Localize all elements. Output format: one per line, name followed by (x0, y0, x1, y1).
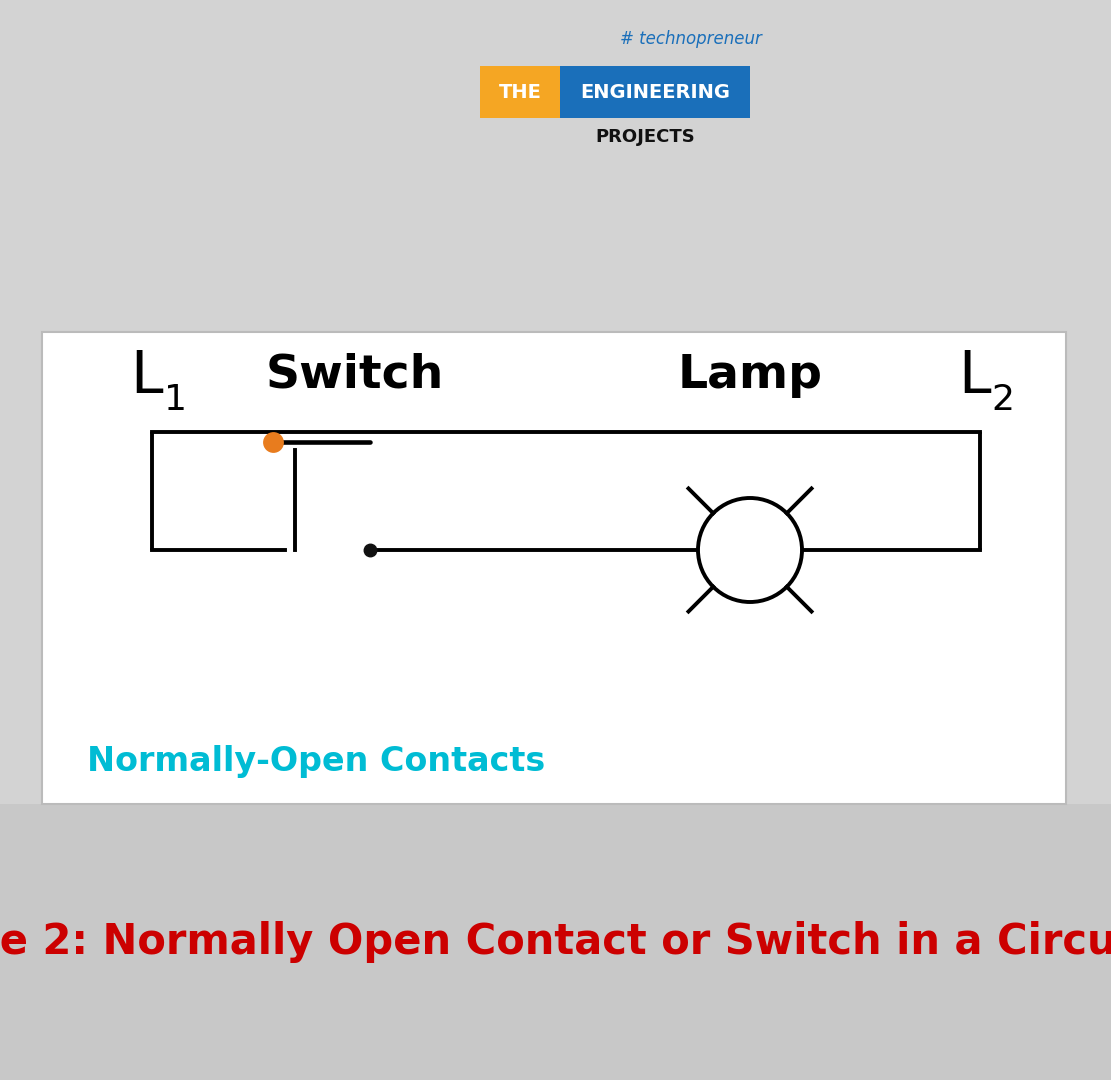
Text: Figure 2: Normally Open Contact or Switch in a Circuit [2]: Figure 2: Normally Open Contact or Switc… (0, 921, 1111, 963)
Bar (0, 804, 1111, 1080)
Text: $\mathrm{L}$: $\mathrm{L}$ (130, 349, 164, 405)
Bar (42, 332, 1065, 804)
Text: PROJECTS: PROJECTS (595, 129, 694, 146)
Text: THE: THE (499, 82, 541, 102)
Text: Normally-Open Contacts: Normally-Open Contacts (87, 745, 546, 779)
Circle shape (698, 498, 802, 602)
Text: $\mathregular{2}$: $\mathregular{2}$ (991, 383, 1013, 417)
Text: # technopreneur: # technopreneur (620, 30, 762, 48)
Text: $\mathregular{1}$: $\mathregular{1}$ (163, 383, 184, 417)
Bar (560, 66, 750, 118)
Bar (0, 0, 1111, 148)
Bar (480, 66, 560, 118)
Text: $\mathrm{L}$: $\mathrm{L}$ (958, 349, 992, 405)
Text: ENGINEERING: ENGINEERING (580, 82, 730, 102)
Text: Switch: Switch (266, 352, 444, 397)
Text: Lamp: Lamp (678, 352, 822, 397)
